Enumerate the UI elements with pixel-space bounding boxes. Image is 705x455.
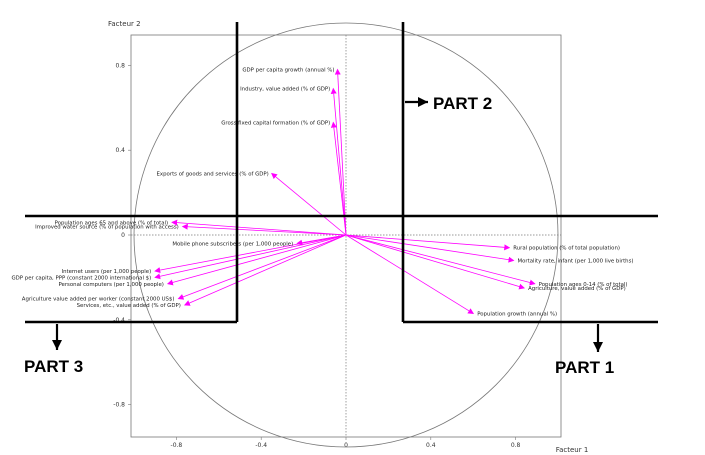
vector-arrow (171, 219, 347, 236)
vector-label: Exports of goods and services (% of GDP) (157, 172, 269, 178)
vector-label: Mobile phone subscribers (per 1,000 peop… (172, 241, 293, 247)
vector-arrow (271, 172, 347, 236)
vector-arrow (166, 234, 347, 286)
x-tick-labels: -0.8 -0.4 0 0.4 0.8 (171, 437, 521, 449)
x-tick-label: 0.8 (511, 442, 521, 449)
vector-label: Population ages 0-14 (% of total) (539, 282, 628, 288)
vector-label: Services, etc., value added (% of GDP) (77, 303, 181, 309)
vector-label: Rural population (% of total population) (513, 246, 620, 252)
partition-lines (25, 22, 658, 324)
y-tick-labels: 0.8 0.4 -0.4 -0.8 (113, 62, 131, 409)
variable-labels: GDP per capita growth (annual %) Industry… (11, 68, 633, 318)
vector-arrow (345, 234, 515, 263)
part-arrows (52, 97, 603, 352)
vector-label: Improved water source (% of population w… (35, 225, 179, 231)
vector-arrow (181, 223, 347, 236)
y-axis-title: Facteur 2 (108, 20, 141, 28)
vector-label: GDP per capita growth (annual %) (242, 68, 334, 74)
vector-label: Mortality rate, infant (per 1,000 live b… (517, 258, 633, 264)
x-tick-label: -0.4 (255, 442, 267, 449)
vector-arrow (154, 234, 347, 274)
vector-label: Gross fixed capital formation (% of GDP) (221, 121, 330, 127)
vector-arrow (345, 234, 526, 290)
part1-label: PART 1 (555, 358, 614, 377)
vector-label: Personal computers (per 1,000 people) (58, 282, 163, 288)
x-tick-label: -0.8 (171, 442, 183, 449)
vector-label: Population growth (annual %) (477, 311, 557, 317)
vector-arrow (345, 234, 475, 314)
y-tick-label: 0.4 (115, 147, 125, 154)
x-axis-title: Facteur 1 (556, 446, 589, 454)
vector-arrow (154, 234, 347, 280)
vector-label: GDP per capita, PPP (constant 2000 inter… (11, 275, 151, 281)
variable-vectors (154, 68, 536, 314)
x-tick-label: 0.4 (426, 442, 436, 449)
y-tick-label: 0.8 (115, 62, 125, 69)
vector-arrow (177, 234, 347, 300)
vector-label: Agriculture value added per worker (cons… (22, 297, 175, 303)
vector-arrow (345, 234, 511, 251)
vector-arrow (183, 234, 347, 306)
y-tick-label-zero: 0 (121, 232, 125, 239)
part2-label: PART 2 (433, 94, 492, 113)
y-tick-label: -0.8 (113, 402, 125, 409)
vector-label: Industry, value added (% of GDP) (240, 87, 330, 93)
vector-label: Population ages 65 and above (% of total… (55, 220, 169, 226)
vector-arrow (334, 68, 347, 236)
part3-label: PART 3 (24, 357, 83, 376)
vector-arrow (345, 234, 536, 286)
vector-label: Agriculture, value added (% of GDP) (528, 286, 626, 292)
vector-arrow (330, 121, 347, 236)
y-tick-label: -0.4 (113, 317, 125, 324)
vector-label: Internet users (per 1,000 people) (61, 269, 151, 275)
vector-arrow (330, 87, 347, 236)
x-tick-label: 0 (344, 442, 348, 449)
